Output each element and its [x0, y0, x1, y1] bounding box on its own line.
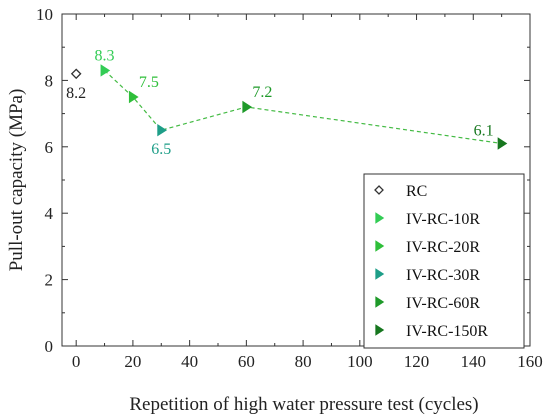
- data-label-iv-rc-10r: 8.3: [95, 47, 115, 64]
- data-point-rc: [70, 68, 82, 80]
- axes-group: 0 20 40 60 80 100 120 140 160 0 2 4 6 8 10 Repetition o…: [6, 5, 543, 415]
- data-points-group: [70, 64, 508, 150]
- x-tick-label: 160: [517, 352, 543, 371]
- y-axis-title: Pull-out capacity (MPa): [6, 89, 27, 272]
- x-tick-label: 80: [295, 352, 312, 371]
- legend-marker-rc: [374, 185, 384, 195]
- data-label-iv-rc-30r: 6.5: [151, 141, 171, 158]
- y-tick-label: 10: [36, 5, 53, 24]
- data-point-iv-rc-150r: [497, 137, 508, 150]
- legend-entry-iv-rc-20r: IV-RC-20R: [406, 239, 480, 256]
- legend-marker-iv-rc-10r: [375, 212, 385, 224]
- connector-group: [104, 70, 502, 145]
- x-tick-label: 140: [461, 352, 487, 371]
- legend: RC IV-RC-10R IV-RC-20R IV-RC-30R IV-RC-60R IV…: [363, 173, 525, 349]
- data-label-iv-rc-60r: 7.2: [252, 84, 272, 101]
- data-label-iv-rc-150r: 6.1: [474, 122, 494, 139]
- x-tick-label: 100: [347, 352, 373, 371]
- data-labels-group: 8.2 8.3 7.5 6.5 7.2 6.1: [66, 47, 493, 158]
- data-label-iv-rc-20r: 7.5: [139, 74, 159, 91]
- x-axis-title: Repetition of high water pressure test (…: [129, 394, 478, 415]
- legend-entry-rc: RC: [406, 183, 427, 200]
- y-tick-label: 8: [45, 71, 54, 90]
- data-point-iv-rc-10r: [100, 64, 111, 77]
- y-tick-label: 4: [45, 204, 54, 223]
- legend-entry-iv-rc-30r: IV-RC-30R: [406, 267, 480, 284]
- y-tick-label: 2: [45, 271, 54, 290]
- x-tick-label: 0: [72, 352, 81, 371]
- x-tick-label: 20: [124, 352, 141, 371]
- legend-entry-iv-rc-150r: IV-RC-150R: [406, 323, 488, 340]
- x-tick-label: 40: [181, 352, 198, 371]
- data-label-rc: 8.2: [66, 85, 86, 102]
- x-tick-label: 120: [404, 352, 430, 371]
- data-point-iv-rc-60r: [242, 100, 253, 114]
- x-tick-label: 60: [238, 352, 255, 371]
- data-point-iv-rc-20r: [128, 90, 139, 104]
- y-tick-label: 0: [45, 337, 54, 356]
- legend-box: [363, 173, 525, 349]
- legend-marker-iv-rc-60r: [375, 296, 385, 308]
- legend-marker-iv-rc-150r: [375, 324, 385, 336]
- legend-marker-iv-rc-20r: [375, 240, 385, 252]
- legend-entry-iv-rc-10r: IV-RC-10R: [406, 211, 480, 228]
- legend-entry-iv-rc-60r: IV-RC-60R: [406, 295, 480, 312]
- y-tick-label: 6: [45, 138, 54, 157]
- dashed-connector-line: [104, 70, 502, 145]
- legend-marker-iv-rc-30r: [375, 268, 385, 280]
- data-point-iv-rc-30r: [157, 123, 167, 137]
